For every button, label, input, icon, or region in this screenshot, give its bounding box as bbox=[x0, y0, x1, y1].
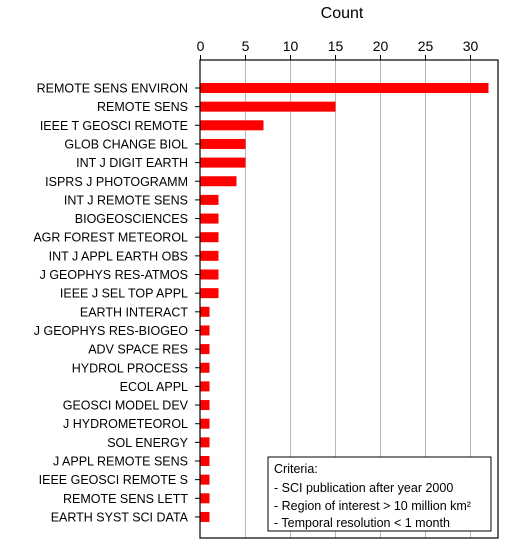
category-label: J GEOPHYS RES-BIOGEO bbox=[34, 324, 188, 338]
category-label: EARTH SYST SCI DATA bbox=[51, 510, 189, 524]
category-label: INT J DIGIT EARTH bbox=[76, 156, 188, 170]
category-label: REMOTE SENS ENVIRON bbox=[37, 82, 188, 96]
grid-lines bbox=[245, 60, 471, 538]
x-axis-title: Count bbox=[321, 5, 364, 22]
category-label: HYDROL PROCESS bbox=[72, 361, 188, 375]
x-tick-label: 30 bbox=[463, 38, 479, 54]
bar bbox=[200, 437, 210, 448]
x-tick-label: 20 bbox=[373, 38, 389, 54]
bar bbox=[200, 325, 210, 336]
y-axis-categories: REMOTE SENS ENVIRON REMOTE SENS IEEE T GEO… bbox=[33, 82, 200, 524]
category-label: ISPRS J PHOTOGRAMM bbox=[45, 175, 188, 189]
bar bbox=[200, 418, 210, 429]
bar bbox=[200, 474, 210, 485]
legend-item: - Region of interest > 10 million km² bbox=[274, 499, 471, 513]
legend-title: Criteria: bbox=[274, 462, 318, 476]
bar bbox=[200, 101, 336, 112]
bar bbox=[200, 83, 489, 93]
x-tick-label: 25 bbox=[418, 38, 434, 54]
bar bbox=[200, 269, 219, 280]
bar bbox=[200, 157, 246, 168]
bar bbox=[200, 232, 219, 243]
bar bbox=[200, 306, 210, 317]
plot-frame bbox=[199, 59, 499, 539]
category-label: INT J APPL EARTH OBS bbox=[49, 249, 188, 263]
category-label: J APPL REMOTE SENS bbox=[53, 455, 188, 469]
legend-item: - SCI publication after year 2000 bbox=[274, 481, 453, 495]
bar bbox=[200, 138, 246, 149]
bar bbox=[200, 194, 219, 205]
category-label: J GEOPHYS RES-ATMOS bbox=[40, 268, 188, 282]
x-tick-label: 10 bbox=[283, 38, 299, 54]
category-label: IEEE T GEOSCI REMOTE bbox=[40, 119, 188, 133]
bar bbox=[200, 400, 210, 411]
category-label: EARTH INTERACT bbox=[80, 305, 188, 319]
bar bbox=[200, 250, 219, 261]
category-label: IEEE J SEL TOP APPL bbox=[60, 287, 188, 301]
bar bbox=[200, 120, 264, 131]
legend-item: - Temporal resolution < 1 month bbox=[274, 516, 450, 530]
category-label: GLOB CHANGE BIOL bbox=[64, 137, 188, 151]
category-label: REMOTE SENS LETT bbox=[63, 492, 188, 506]
category-label: AGR FOREST METEOROL bbox=[33, 231, 188, 245]
bar bbox=[200, 511, 210, 522]
bar bbox=[200, 344, 210, 355]
bar bbox=[200, 493, 210, 504]
category-label: BIOGEOSCIENCES bbox=[75, 212, 188, 226]
x-tick-label: 5 bbox=[242, 38, 250, 54]
category-label: INT J REMOTE SENS bbox=[64, 193, 188, 207]
bar bbox=[200, 176, 237, 187]
category-label: ADV SPACE RES bbox=[88, 343, 188, 357]
bar bbox=[200, 381, 210, 392]
category-label: ECOL APPL bbox=[120, 380, 188, 394]
bar bbox=[200, 213, 219, 224]
category-label: REMOTE SENS bbox=[97, 100, 188, 114]
bar bbox=[200, 456, 210, 466]
category-label: IEEE GEOSCI REMOTE S bbox=[39, 473, 188, 487]
category-label: SOL ENERGY bbox=[107, 436, 188, 450]
bar bbox=[200, 288, 219, 299]
bar bbox=[200, 362, 210, 373]
category-label: J HYDROMETEOROL bbox=[63, 417, 188, 431]
legend-frame bbox=[267, 456, 492, 532]
x-axis-ticks: 0 5 10 15 20 25 30 bbox=[197, 38, 479, 60]
bars bbox=[200, 83, 489, 522]
legend-box: Criteria: - SCI publication after year 2… bbox=[267, 456, 492, 532]
x-tick-label: 15 bbox=[328, 38, 344, 54]
x-tick-label: 0 bbox=[197, 38, 205, 54]
category-label: GEOSCI MODEL DEV bbox=[63, 399, 189, 413]
